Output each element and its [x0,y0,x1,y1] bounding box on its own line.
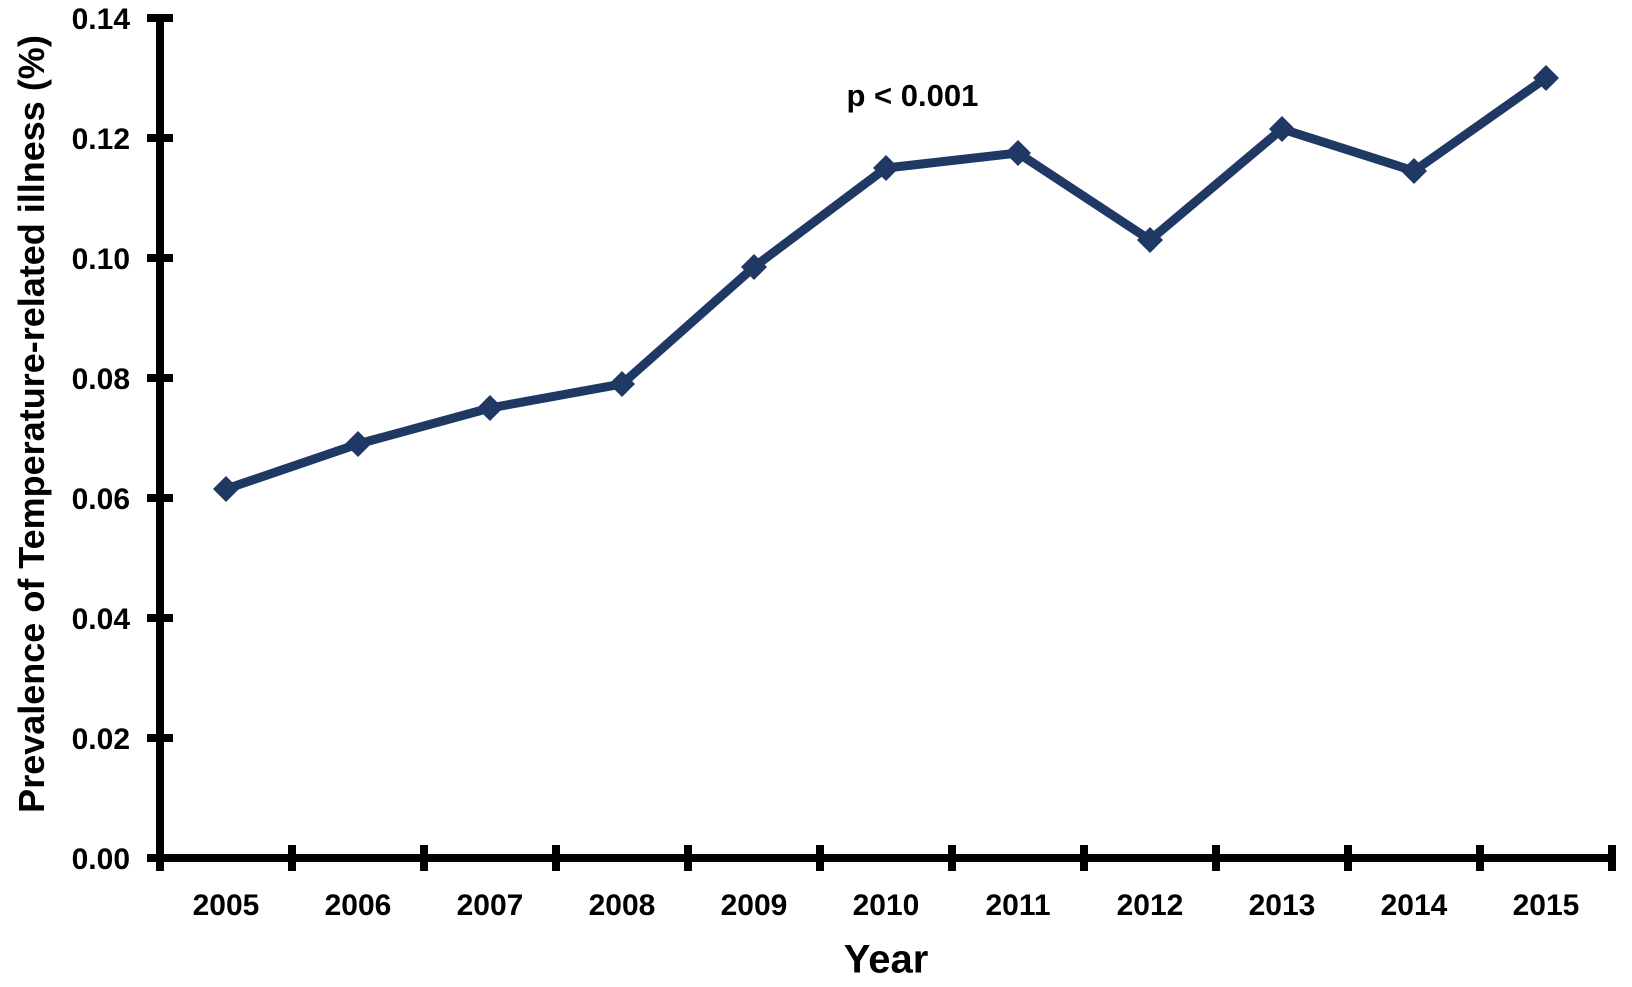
x-tick-label-2013: 2013 [1249,889,1316,922]
data-point-marker-2007 [477,395,503,421]
x-tick-label-2005: 2005 [193,889,260,922]
y-tick-label: 0.10 [72,243,130,276]
data-point-marker-2011 [1005,140,1031,166]
data-point-marker-2014 [1401,158,1427,184]
data-point-marker-2013 [1269,116,1295,142]
x-tick-label-2006: 2006 [325,889,392,922]
x-tick-label-2009: 2009 [721,889,788,922]
data-point-marker-2006 [345,431,371,457]
x-tick-label-2007: 2007 [457,889,524,922]
x-tick-label-2010: 2010 [853,889,920,922]
y-tick-label: 0.00 [72,843,130,876]
y-tick-label: 0.04 [72,603,131,636]
data-point-marker-2015 [1533,65,1559,91]
p-value-annotation: p < 0.001 [846,78,979,113]
x-tick-label-2012: 2012 [1117,889,1184,922]
data-point-marker-2005 [213,476,239,502]
x-tick-label-2014: 2014 [1381,889,1448,922]
x-tick-label-2015: 2015 [1513,889,1580,922]
y-tick-label: 0.14 [72,3,131,36]
y-tick-label: 0.06 [72,483,130,516]
data-point-marker-2012 [1137,227,1163,253]
y-tick-label: 0.08 [72,363,130,396]
data-point-marker-2008 [609,371,635,397]
y-tick-label: 0.02 [72,723,130,756]
y-tick-label: 0.12 [72,123,130,156]
data-point-marker-2009 [741,254,767,280]
x-axis-title: Year [843,937,929,982]
data-point-marker-2010 [873,155,899,181]
y-axis-title: Prevalence of Temperature-related illnes… [11,35,52,813]
series-line [221,73,1551,494]
x-tick-label-2011: 2011 [985,889,1050,922]
x-tick-label-2008: 2008 [589,889,656,922]
